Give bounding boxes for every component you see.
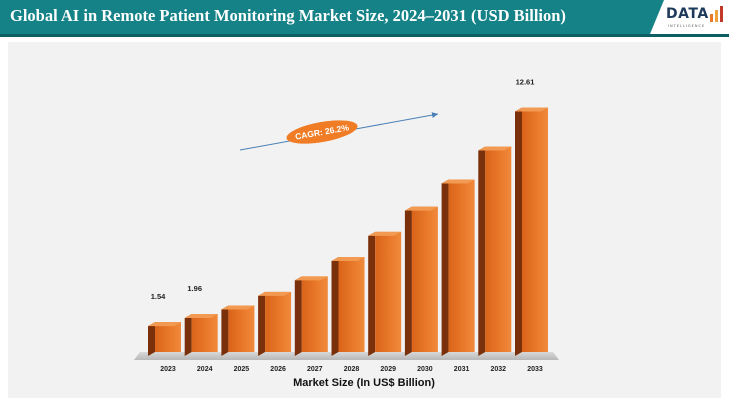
x-tick-label-2025: 2025 — [234, 366, 250, 373]
data-label-2023: 1.54 — [151, 292, 166, 301]
logo-subtitle: INTELLIGENCE — [668, 24, 706, 28]
x-tick-label-2030: 2030 — [417, 366, 433, 373]
logo-bar-1 — [710, 14, 713, 22]
bar-side-2033 — [515, 107, 522, 356]
x-tick-label-2024: 2024 — [197, 366, 213, 373]
bar-side-2024 — [184, 314, 192, 356]
bar-side-2032 — [478, 146, 486, 356]
bar-side-2028 — [331, 257, 339, 356]
bar-top-2029 — [368, 231, 402, 236]
bar-2027 — [301, 276, 328, 352]
bar-chart-icon — [710, 6, 723, 22]
bar-top-2024 — [184, 314, 218, 319]
bar-side-2026 — [258, 291, 266, 356]
x-tick-label-2031: 2031 — [454, 366, 470, 373]
bar-chart: 2023 2024 2025 2026 2027 2028 2029 2030 2031 2032… — [134, 78, 559, 389]
bar-top-2026 — [258, 291, 292, 296]
x-tick-label-2029: 2029 — [380, 366, 396, 373]
bar-2030 — [411, 206, 438, 352]
chart-floor — [134, 352, 559, 360]
bar-2032 — [485, 146, 512, 352]
bar-side-2030 — [404, 206, 412, 356]
bar-side-2031 — [441, 179, 449, 356]
logo-wordmark: DATA — [666, 6, 709, 22]
bar-2023 — [155, 322, 181, 352]
header: Global AI in Remote Patient Monitoring M… — [0, 0, 729, 37]
bar-top-2027 — [294, 276, 328, 281]
brand-logo: DATA INTELLIGENCE — [666, 4, 724, 32]
cagr-badge: CAGR: 26.2% — [286, 120, 358, 144]
x-tick-label-2032: 2032 — [491, 366, 507, 373]
bar-top-2031 — [441, 179, 475, 184]
bar-2026 — [265, 291, 292, 352]
bar-top-2028 — [331, 257, 365, 262]
bar-side-2023 — [148, 322, 155, 356]
data-label-2024: 1.96 — [187, 284, 202, 293]
bar-top-2023 — [148, 322, 181, 327]
bar-side-2029 — [368, 231, 376, 356]
x-tick-label-2033: 2033 — [527, 366, 543, 373]
bar-2029 — [375, 231, 402, 352]
bar-2025 — [228, 305, 255, 352]
bar-2033 — [522, 107, 548, 352]
bar-top-2025 — [221, 305, 255, 310]
bar-2031 — [448, 179, 475, 352]
bar-side-2027 — [294, 276, 302, 356]
chart-panel: 2023 2024 2025 2026 2027 2028 2029 2030 2031 2032… — [8, 42, 721, 398]
bar-side-2025 — [221, 305, 229, 356]
page-title: Global AI in Remote Patient Monitoring M… — [10, 6, 566, 25]
bar-top-2032 — [478, 146, 512, 151]
bar-2024 — [191, 314, 218, 352]
x-tick-label-2027: 2027 — [307, 366, 323, 373]
data-label-2033: 12.61 — [516, 78, 535, 87]
x-tick-label-2028: 2028 — [344, 366, 360, 373]
logo-bar-3 — [720, 6, 723, 22]
bar-top-2030 — [404, 206, 438, 211]
bar-top-2033 — [515, 107, 548, 112]
bar-2028 — [338, 257, 365, 352]
logo-bar-2 — [715, 10, 718, 22]
x-tick-label-2026: 2026 — [270, 366, 286, 373]
x-axis-title: Market Size (In US$ Billion) — [293, 377, 435, 389]
x-tick-label-2023: 2023 — [160, 366, 176, 373]
cagr-badge-background — [286, 120, 358, 144]
title-banner — [0, 0, 664, 34]
title-underline — [0, 34, 729, 37]
